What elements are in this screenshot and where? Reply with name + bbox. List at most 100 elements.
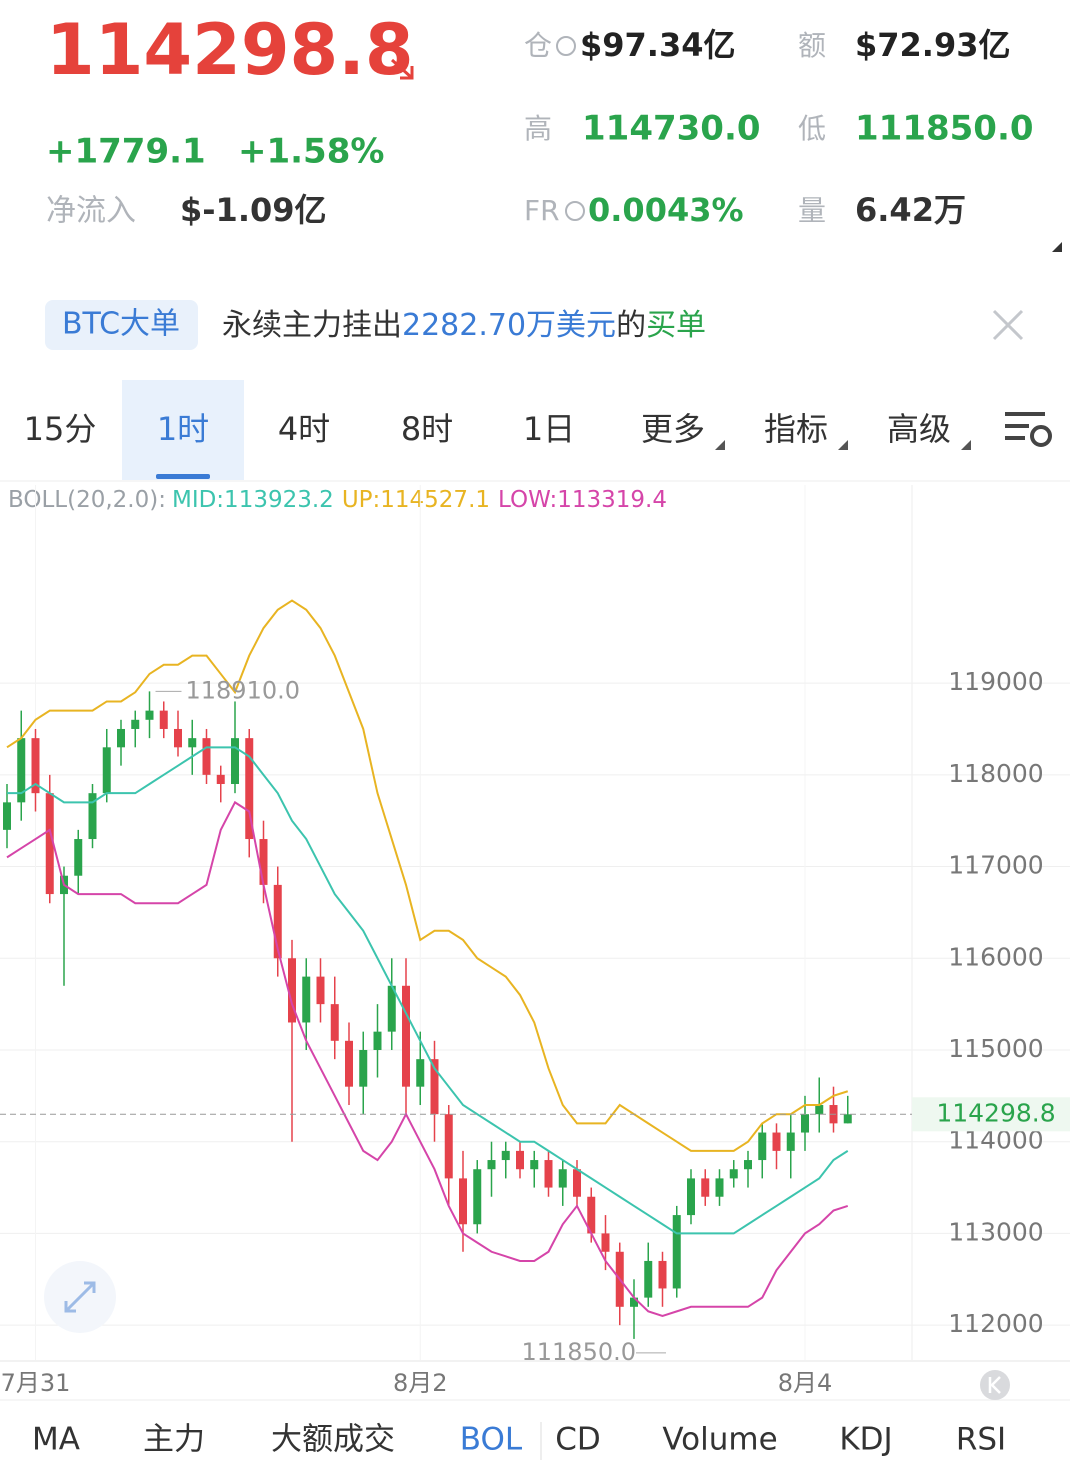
- time-tab[interactable]: 指标: [764, 410, 828, 448]
- candle-body: [216, 774, 225, 785]
- dropdown-caret: [838, 440, 848, 450]
- time-tab[interactable]: 更多: [641, 410, 705, 448]
- candle-body: [715, 1178, 724, 1197]
- down-arrow-icon: [390, 58, 414, 80]
- tab-underline: [156, 474, 210, 479]
- stat-label: 低: [798, 112, 826, 145]
- price-change-pct: +1.58%: [238, 132, 384, 172]
- boll-line: [7, 746, 849, 1235]
- time-tab[interactable]: 4时: [278, 410, 330, 448]
- close-icon[interactable]: [992, 309, 1024, 341]
- legend-mid: MID:113923.2: [172, 487, 334, 513]
- legend-low: LOW:113319.4: [498, 487, 667, 513]
- stat-label: FR: [524, 194, 560, 227]
- candle-body: [801, 1114, 809, 1133]
- time-tab[interactable]: 1时: [157, 410, 209, 448]
- candle-body: [188, 738, 197, 748]
- notice-text: 永续主力挂出2282.70万美元的买单: [222, 308, 706, 343]
- stat-value: 114730.0: [582, 109, 761, 149]
- time-tab[interactable]: 8时: [401, 410, 453, 448]
- x-tick-label: 8月4: [778, 1369, 833, 1397]
- y-tick-label: 119000: [948, 667, 1043, 696]
- candle-body: [102, 747, 111, 794]
- max-label: 118910.0: [186, 676, 301, 704]
- candle-body: [174, 728, 182, 748]
- expand-corner[interactable]: [1052, 242, 1062, 252]
- inflow-value: $-1.09亿: [180, 191, 327, 229]
- candle-body: [330, 1004, 339, 1041]
- stat-value: 6.42万: [855, 191, 966, 229]
- candle-body: [530, 1160, 539, 1170]
- last-price-label: 114298.8: [936, 1098, 1055, 1127]
- candle-body: [516, 1150, 524, 1170]
- dropdown-caret: [961, 440, 971, 450]
- notice-part: 的: [616, 308, 646, 343]
- info-icon[interactable]: [556, 36, 576, 56]
- price-change: +1779.1: [46, 132, 206, 172]
- indicator-tab[interactable]: CD: [555, 1422, 601, 1458]
- indicator-tab[interactable]: Volume: [662, 1422, 777, 1458]
- info-icon[interactable]: [565, 201, 585, 221]
- candle-body: [17, 738, 26, 803]
- candle-body: [729, 1169, 738, 1179]
- candle-body: [687, 1178, 695, 1216]
- candle-body: [744, 1160, 752, 1170]
- y-tick-label: 113000: [948, 1217, 1043, 1246]
- candle-body: [416, 1059, 425, 1087]
- candle-body: [145, 710, 154, 720]
- candle-body: [345, 1040, 353, 1087]
- indicator-tab[interactable]: MA: [32, 1422, 80, 1458]
- candle-body: [359, 1049, 368, 1087]
- time-tab[interactable]: 15分: [24, 410, 97, 448]
- candle-body: [231, 738, 239, 785]
- candle-body: [131, 719, 140, 729]
- indicator-tab[interactable]: 主力: [143, 1422, 205, 1458]
- candle-body: [444, 1114, 453, 1179]
- stat-value: $72.93亿: [855, 26, 1011, 64]
- candle-body: [630, 1297, 638, 1307]
- candle-body: [573, 1169, 581, 1197]
- scroll-start-button[interactable]: [980, 1370, 1010, 1400]
- candle-body: [672, 1215, 681, 1289]
- candle-body: [843, 1114, 852, 1124]
- stat-value: 111850.0: [855, 109, 1034, 149]
- time-tab[interactable]: 1日: [523, 410, 575, 448]
- candle-body: [786, 1132, 795, 1151]
- candle-body: [373, 1031, 382, 1050]
- candle-body: [772, 1132, 781, 1151]
- indicator-tab[interactable]: RSI: [956, 1422, 1006, 1458]
- candle-body: [88, 793, 97, 840]
- candle-body: [815, 1105, 824, 1115]
- legend-up: UP:114527.1: [342, 487, 490, 513]
- candle-body: [587, 1196, 596, 1234]
- candle-body: [473, 1169, 482, 1225]
- candle-body: [45, 793, 54, 895]
- settings-icon[interactable]: [1005, 412, 1052, 447]
- stat-label: 仓: [524, 29, 552, 62]
- candle-body: [159, 710, 168, 729]
- indicator-tab[interactable]: BOL: [460, 1422, 523, 1458]
- candle-body: [544, 1160, 553, 1188]
- boll-legend: BOLL(20,2.0): MID:113923.2 UP:114527.1 LOW:…: [8, 487, 667, 513]
- stat-value: 0.0043%: [588, 191, 744, 229]
- candle-body: [430, 1059, 439, 1115]
- time-tab[interactable]: 高级: [887, 410, 951, 448]
- candle-body: [501, 1150, 510, 1161]
- boll-line: [6, 599, 849, 1152]
- candle-body: [302, 976, 311, 1023]
- indicator-tab[interactable]: KDJ: [839, 1422, 892, 1458]
- candle-body: [644, 1260, 653, 1298]
- stat-value: $97.34亿: [580, 26, 736, 64]
- candle-body: [288, 958, 296, 1023]
- inflow-label: 净流入: [46, 194, 136, 229]
- y-tick-label: 116000: [948, 942, 1043, 971]
- last-price: 114298.8: [46, 9, 414, 91]
- candle-body: [202, 738, 211, 775]
- candle-body: [74, 839, 83, 876]
- candle-body: [31, 738, 40, 794]
- indicator-tab[interactable]: 大额成交: [271, 1422, 395, 1458]
- stat-label: 额: [798, 29, 826, 62]
- tab-selected-bg: [122, 380, 244, 480]
- candle-body: [758, 1132, 767, 1161]
- stat-label: 高: [524, 112, 552, 145]
